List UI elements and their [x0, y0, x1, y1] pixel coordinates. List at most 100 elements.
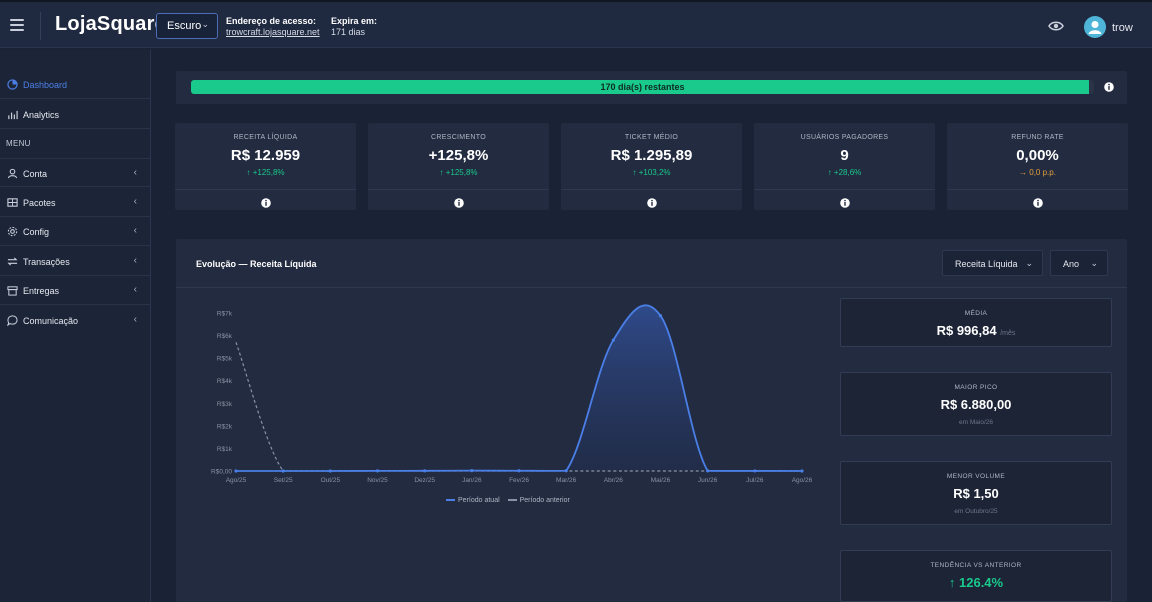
data-point[interactable]: [423, 469, 427, 473]
sidebar-item-entregas[interactable]: Entregas ‹: [0, 276, 151, 305]
info-icon[interactable]: [1104, 82, 1114, 92]
license-progress-fill: [191, 80, 1089, 94]
sidebar-item-label: Pacotes: [23, 198, 56, 208]
metric-select-value: Receita Líquida: [955, 259, 1018, 269]
avatar[interactable]: [1084, 16, 1106, 38]
x-tick-label: Ago/25: [226, 477, 247, 484]
data-point[interactable]: [658, 314, 663, 318]
data-point[interactable]: [611, 338, 615, 342]
chart-legend: Período atual Período anterior: [446, 497, 570, 504]
legend-label-periodo-anterior: Período anterior: [519, 497, 570, 504]
expiry-label: Expira em:: [331, 16, 378, 26]
gear-icon: [7, 226, 18, 237]
kpi-value: R$ 12.959: [230, 147, 301, 164]
sidebar-item-label: Config: [23, 227, 50, 237]
stat-value: ↑ 126.4%: [948, 575, 1004, 590]
chat-icon: [7, 315, 18, 326]
username[interactable]: trow: [1112, 22, 1133, 34]
kpi-info-button[interactable]: [175, 195, 356, 213]
sidebar-item-label: Transações: [23, 257, 70, 267]
kpi-info-button[interactable]: [947, 195, 1128, 213]
top-bar: LojaSquare Escuro ⌄ Endereço de acesso: …: [0, 0, 1152, 48]
data-point[interactable]: [800, 469, 804, 473]
license-progress-text: 170 dia(s) restantes: [600, 82, 685, 92]
chevron-left-icon: ‹: [133, 255, 137, 266]
sidebar-item-conta[interactable]: Conta ‹: [0, 158, 151, 187]
eye-icon[interactable]: [1048, 20, 1064, 32]
divider: [947, 189, 1128, 190]
sidebar-item-analytics[interactable]: Analytics: [0, 100, 151, 129]
panel-title: Evolução — Receita Líquida: [196, 259, 317, 269]
kpi-delta: → 0,0 p.p.: [1019, 168, 1056, 177]
x-tick-label: Ago/26: [792, 477, 813, 484]
sidebar-item-comunicacao[interactable]: Comunicação ‹: [0, 306, 151, 335]
brand-logo[interactable]: LojaSquare: [55, 13, 166, 35]
kpi-info-button[interactable]: [561, 195, 742, 213]
data-point[interactable]: [753, 469, 757, 473]
divider: [175, 189, 356, 190]
data-point[interactable]: [375, 469, 380, 473]
kpi-label: TICKET MÉDIO: [624, 134, 679, 141]
data-point[interactable]: [328, 469, 332, 473]
y-tick-label: R$7k: [217, 311, 233, 318]
x-tick-label: Mar/26: [556, 477, 577, 484]
box-icon: [7, 286, 18, 296]
kpi-label: RECEITA LÍQUIDA: [233, 134, 298, 141]
x-tick-label: Dez/25: [414, 477, 435, 484]
y-tick-label: R$3k: [217, 401, 233, 408]
stat-label: MENOR VOLUME: [946, 473, 1006, 480]
kpi-card-refund-rate: REFUND RATE 0,00% → 0,0 p.p.: [947, 123, 1128, 210]
data-point[interactable]: [517, 469, 521, 473]
analytics-icon: [8, 110, 18, 120]
data-point[interactable]: [470, 469, 474, 473]
metric-select[interactable]: Receita Líquida ⌄: [942, 250, 1043, 276]
chevron-left-icon: ‹: [133, 225, 137, 236]
kpi-delta: ↑ +125,8%: [439, 168, 478, 177]
data-point[interactable]: [281, 469, 285, 473]
sidebar-item-config[interactable]: Config ‹: [0, 217, 151, 246]
license-progress-bar: 170 dia(s) restantes: [191, 80, 1094, 94]
sidebar-item-dashboard[interactable]: Dashboard: [0, 70, 151, 99]
x-tick-label: Jun/26: [698, 477, 718, 484]
x-tick-label: Jul/26: [746, 477, 764, 484]
access-address-label: Endereço de acesso:: [226, 16, 317, 26]
period-select[interactable]: Ano ⌄: [1050, 250, 1108, 276]
theme-select[interactable]: Escuro ⌄: [156, 13, 218, 39]
kpi-info-button[interactable]: [754, 195, 935, 213]
theme-select-value: Escuro: [167, 20, 202, 32]
stat-subtext: em Maio/26: [959, 419, 993, 426]
chevron-left-icon: ‹: [133, 167, 137, 178]
kpi-label: USUÁRIOS PAGADORES: [800, 134, 889, 141]
menu-toggle-icon[interactable]: [10, 19, 24, 31]
sidebar-item-pacotes[interactable]: Pacotes ‹: [0, 188, 151, 217]
legend-swatch: [446, 499, 455, 502]
info-icon: [453, 198, 464, 208]
kpi-label: REFUND RATE: [1011, 134, 1064, 141]
chevron-down-icon: ⌄: [1090, 258, 1098, 268]
sidebar-item-label: Dashboard: [23, 80, 68, 90]
revenue-chart: R$0,00 R$1k R$2k R$3k R$4k R$5k R$6k R$7k Ago/2…: [211, 304, 813, 484]
data-point[interactable]: [234, 469, 238, 473]
user-avatar-icon: [1088, 21, 1102, 34]
sidebar-item-label: Comunicação: [23, 316, 79, 326]
kpi-card-ticket-medio: TICKET MÉDIO R$ 1.295,89 ↑ +103,2%: [561, 123, 742, 210]
data-point[interactable]: [564, 469, 568, 473]
x-tick-label: Out/25: [321, 477, 341, 484]
period-select-value: Ano: [1063, 259, 1080, 269]
sidebar-item-label: Analytics: [23, 110, 60, 120]
info-icon: [260, 198, 271, 208]
stat-label: MÉDIA: [964, 310, 988, 317]
series-line-periodo-anterior: [235, 342, 803, 472]
evolution-panel: Evolução — Receita Líquida Receita Líqui…: [176, 239, 1127, 602]
sidebar-item-transacoes[interactable]: Transações ‹: [0, 247, 151, 276]
stat-value: R$ 996,84 /mês: [841, 323, 1111, 338]
legend-swatch: [507, 499, 517, 502]
kpi-value: 0,00%: [1016, 147, 1059, 164]
access-address: Endereço de acesso: trowcraft.lojasquare…: [226, 16, 320, 38]
kpi-info-button[interactable]: [368, 195, 549, 213]
data-point[interactable]: [706, 469, 710, 473]
access-address-link[interactable]: trowcraft.lojasquare.net: [226, 27, 320, 37]
kpi-label: CRESCIMENTO: [431, 134, 486, 141]
y-tick-label: R$0,00: [211, 469, 232, 476]
stat-subtext: em Outubro/25: [954, 508, 998, 515]
